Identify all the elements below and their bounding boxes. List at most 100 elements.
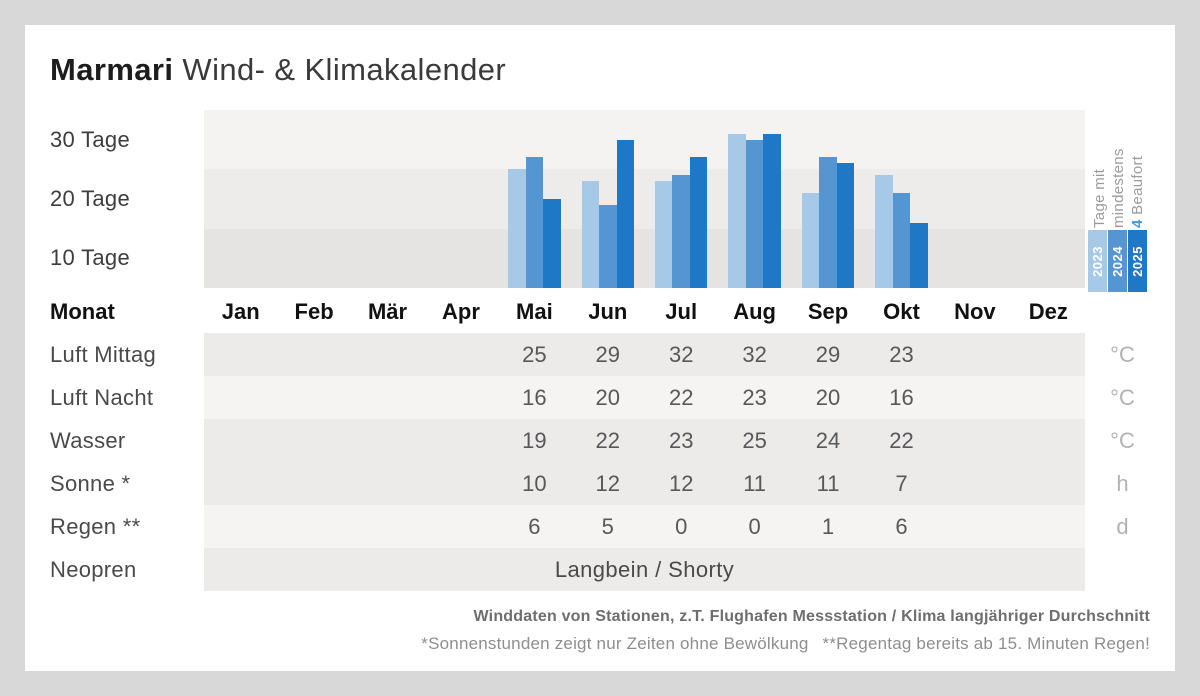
legend-year-label: 2024: [1110, 245, 1125, 277]
cell-value: 25: [742, 428, 767, 453]
legend-year-box-2025: 2025: [1128, 230, 1147, 292]
footer-source-line: Winddaten von Stationen, z.T. Flughafen …: [473, 608, 1150, 625]
bar-2025-Jul: [689, 157, 708, 288]
cell-value: 20: [815, 385, 841, 410]
cell-value: 10: [522, 471, 547, 496]
row-label: Luft Nacht: [50, 385, 154, 410]
month-label-Okt: Okt: [883, 299, 920, 324]
cell-value: 32: [668, 342, 694, 367]
month-label-Jun: Jun: [588, 299, 628, 324]
bar-2023-Jul: [654, 181, 673, 288]
row-background: [204, 376, 1085, 419]
bar-2024-Jun: [599, 204, 617, 288]
row-span-value: Langbein / Shorty: [554, 557, 735, 582]
row-label: Sonne *: [50, 471, 131, 496]
unit-label: h: [1116, 471, 1129, 496]
cell-value: 16: [889, 385, 914, 410]
month-label-Jan: Jan: [221, 299, 260, 324]
page-title: Marmari Wind- & Klimakalender: [50, 52, 506, 88]
month-label-Feb: Feb: [294, 299, 334, 324]
footer: Winddaten von Stationen, z.T. Flughafen …: [421, 608, 1150, 654]
bar-2025-Okt: [910, 222, 928, 288]
row-background: [204, 548, 1085, 591]
cell-value: 23: [742, 385, 767, 410]
row-background: [204, 505, 1085, 548]
footer-notes-line: *Sonnenstunden zeigt nur Zeiten ohne Bew…: [421, 634, 1150, 654]
cell-value: 29: [815, 342, 841, 367]
unit-label: °C: [1110, 385, 1135, 410]
bar-2025-Aug: [763, 133, 781, 288]
row-label: Luft Mittag: [50, 342, 157, 367]
brand-name: Marmari: [50, 52, 174, 87]
chart-band-20-30: [204, 110, 1085, 170]
bar-2024-Mai: [525, 157, 544, 288]
legend-caption-line1: Tage mit: [1091, 168, 1108, 228]
cell-value: 0: [748, 514, 761, 539]
cell-value: 25: [522, 342, 547, 367]
row-label: Neopren: [50, 557, 137, 582]
bar-2025-Sep: [836, 163, 855, 288]
bar-2024-Aug: [745, 139, 764, 288]
row-background: [204, 462, 1085, 505]
month-label-Aug: Aug: [733, 299, 776, 324]
legend-caption-line2: mindestens: [1110, 148, 1127, 228]
beaufort-number: 4: [1129, 219, 1146, 228]
month-label-Nov: Nov: [954, 299, 996, 324]
legend-year-box-2024: 2024: [1108, 230, 1127, 292]
cell-value: 20: [595, 385, 621, 410]
chart-y-axis: 30 Tage 20 Tage 10 Tage: [50, 110, 200, 288]
cell-value: 0: [675, 514, 688, 539]
chart-bars: [204, 110, 1085, 288]
cell-value: 23: [889, 342, 914, 367]
cell-value: 23: [668, 428, 694, 453]
month-label-Jul: Jul: [665, 299, 698, 324]
legend-year-box-2023: 2023: [1088, 230, 1107, 292]
row-label: Regen **: [50, 514, 141, 539]
chart-band-10-20: [204, 169, 1085, 229]
cell-value: 12: [668, 471, 694, 496]
cell-value: 24: [815, 428, 841, 453]
bar-2023-Jun: [581, 181, 600, 288]
cell-value: 19: [522, 428, 547, 453]
cell-value: 16: [522, 385, 547, 410]
calendar-card: Marmari Wind- & Klimakalender 30 Tage 20 T…: [25, 25, 1175, 671]
footnote-rain: **Regentag bereits ab 15. Minuten Regen!: [822, 634, 1150, 653]
y-axis-tick: 20 Tage: [50, 185, 130, 211]
row-background: [204, 333, 1085, 376]
bar-2023-Aug: [728, 133, 746, 288]
table-row: Luft Mittag 25 29 32 32 29 23 °C: [25, 333, 1175, 376]
cell-value: 22: [668, 385, 694, 410]
bar-2024-Okt: [892, 193, 911, 288]
cell-value: 22: [595, 428, 621, 453]
month-label-Apr: Apr: [442, 299, 480, 324]
month-label-Mai: Mai: [516, 299, 553, 324]
cell-value: 32: [742, 342, 767, 367]
legend-year-label: 2025: [1130, 245, 1145, 277]
wind-days-chart: [204, 110, 1085, 288]
cell-value: 6: [528, 514, 541, 539]
month-header-label: Monat: [50, 299, 115, 324]
y-axis-tick: 30 Tage: [50, 126, 130, 152]
unit-label: °C: [1110, 342, 1135, 367]
cell-value: 5: [601, 514, 614, 539]
cell-value: 29: [595, 342, 621, 367]
bar-2024-Jul: [672, 175, 690, 288]
month-header-row: Jan Feb Mär Apr Mai Jun Jul Aug Sep Okt Nov Dez: [204, 295, 1085, 329]
month-label-Dez: Dez: [1028, 299, 1068, 324]
month-label-Sep: Sep: [807, 299, 849, 324]
cell-value: 1: [821, 514, 835, 539]
bar-2025-Jun: [616, 139, 635, 288]
table-row: Regen ** 6 5 0 0 1 6 d: [25, 505, 1175, 548]
unit-label: °C: [1110, 428, 1135, 453]
cell-value: 7: [895, 471, 908, 496]
title-subtitle: Wind- & Klimakalender: [182, 52, 507, 87]
chart-legend-caption: Tage mit mindestens 4 Beaufort: [1090, 108, 1147, 228]
bar-2023-Sep: [801, 193, 820, 288]
beaufort-word: Beaufort: [1129, 155, 1146, 220]
cell-value: 6: [895, 514, 908, 539]
cell-value: 12: [595, 471, 621, 496]
footnote-sun: *Sonnenstunden zeigt nur Zeiten ohne Bew…: [421, 634, 809, 653]
table-row: Neopren Langbein / Shorty: [25, 548, 1175, 591]
unit-label: d: [1116, 514, 1129, 539]
row-background: [204, 419, 1085, 462]
